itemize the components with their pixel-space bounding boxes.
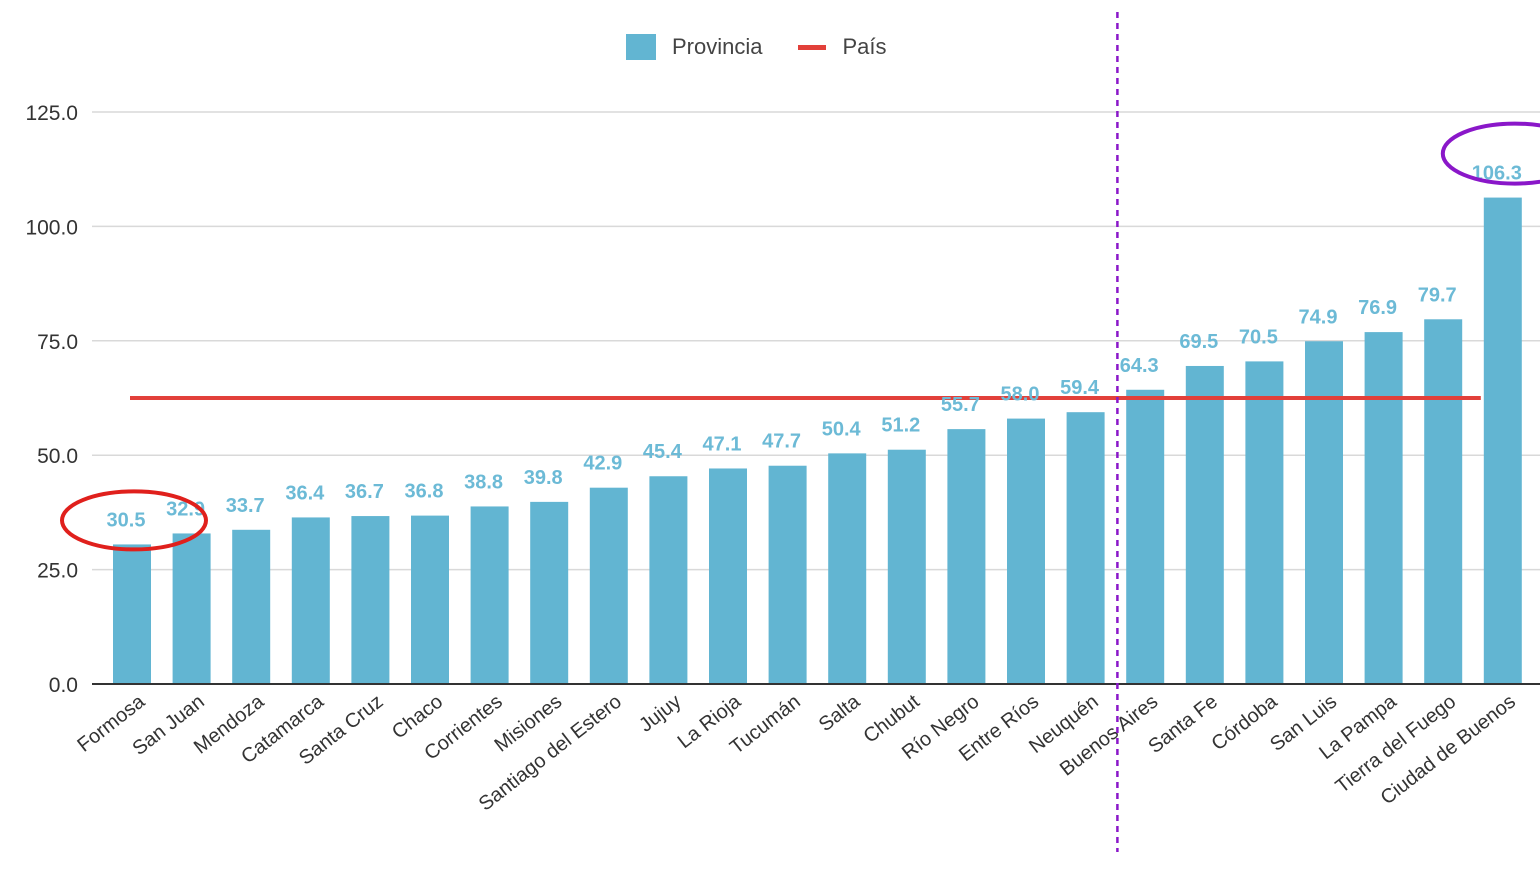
- bar: [1185, 365, 1224, 684]
- data-label: 59.4: [1060, 377, 1100, 399]
- bar: [172, 533, 211, 684]
- data-label: 76.9: [1358, 297, 1397, 319]
- data-label: 36.7: [345, 481, 384, 503]
- bar: [1066, 412, 1105, 684]
- bar: [232, 529, 271, 684]
- data-label: 33.7: [226, 495, 265, 517]
- bar: [1424, 319, 1463, 684]
- data-label: 45.4: [643, 441, 683, 463]
- bar: [1364, 332, 1403, 684]
- data-label: 50.4: [822, 418, 862, 440]
- bar: [351, 516, 390, 684]
- legend-item-pais[interactable]: País: [798, 34, 887, 60]
- legend-item-provincia[interactable]: Provincia: [626, 34, 762, 60]
- data-label: 36.8: [405, 481, 444, 503]
- data-label: 79.7: [1418, 284, 1457, 306]
- data-label: 36.4: [285, 482, 325, 504]
- bar: [1305, 341, 1343, 684]
- y-tick-label: 125.0: [25, 102, 78, 125]
- y-tick-label: 50.0: [37, 445, 78, 468]
- bar: [887, 449, 926, 684]
- data-label: 30.5: [107, 509, 146, 531]
- data-label: 42.9: [583, 453, 622, 475]
- bar: [649, 476, 688, 684]
- bar: [113, 544, 151, 684]
- data-label: 39.8: [524, 467, 563, 489]
- data-label: 69.5: [1179, 331, 1218, 353]
- y-tick-label: 25.0: [37, 560, 78, 583]
- bar: [589, 487, 628, 684]
- y-tick-label: 100.0: [25, 216, 78, 239]
- x-tick-label: Salta: [815, 690, 865, 736]
- legend-label-provincia: Provincia: [672, 34, 763, 59]
- data-label: 55.7: [941, 394, 980, 416]
- bar: [1483, 197, 1522, 684]
- legend-label-pais: País: [842, 34, 887, 59]
- data-label: 38.8: [464, 471, 503, 493]
- y-tick-label: 75.0: [37, 331, 78, 354]
- data-label: 47.1: [703, 433, 742, 455]
- highlight-max-ellipse: [1440, 121, 1540, 186]
- data-label: 64.3: [1120, 355, 1159, 377]
- bar: [291, 517, 330, 684]
- data-label: 58.0: [1001, 384, 1040, 406]
- bar: [768, 465, 807, 684]
- bar: [1126, 389, 1165, 684]
- bar: [709, 468, 747, 684]
- bar: [470, 506, 509, 684]
- data-label: 70.5: [1239, 326, 1278, 348]
- x-tick-label: Jujuy: [635, 691, 685, 737]
- legend: Provincia País: [626, 34, 909, 60]
- data-label: 47.7: [762, 431, 801, 453]
- bar: [530, 501, 569, 684]
- bar: [411, 515, 449, 684]
- y-tick-label: 0.0: [49, 674, 78, 697]
- highlight-min-ellipse: [60, 489, 208, 552]
- bar: [1245, 361, 1284, 684]
- legend-swatch-pais: [798, 44, 827, 50]
- data-label: 74.9: [1299, 306, 1338, 328]
- data-label: 51.2: [881, 415, 920, 437]
- bar: [947, 429, 986, 684]
- bar: [1007, 418, 1045, 684]
- bar: [828, 453, 867, 684]
- legend-swatch-provincia: [626, 34, 656, 60]
